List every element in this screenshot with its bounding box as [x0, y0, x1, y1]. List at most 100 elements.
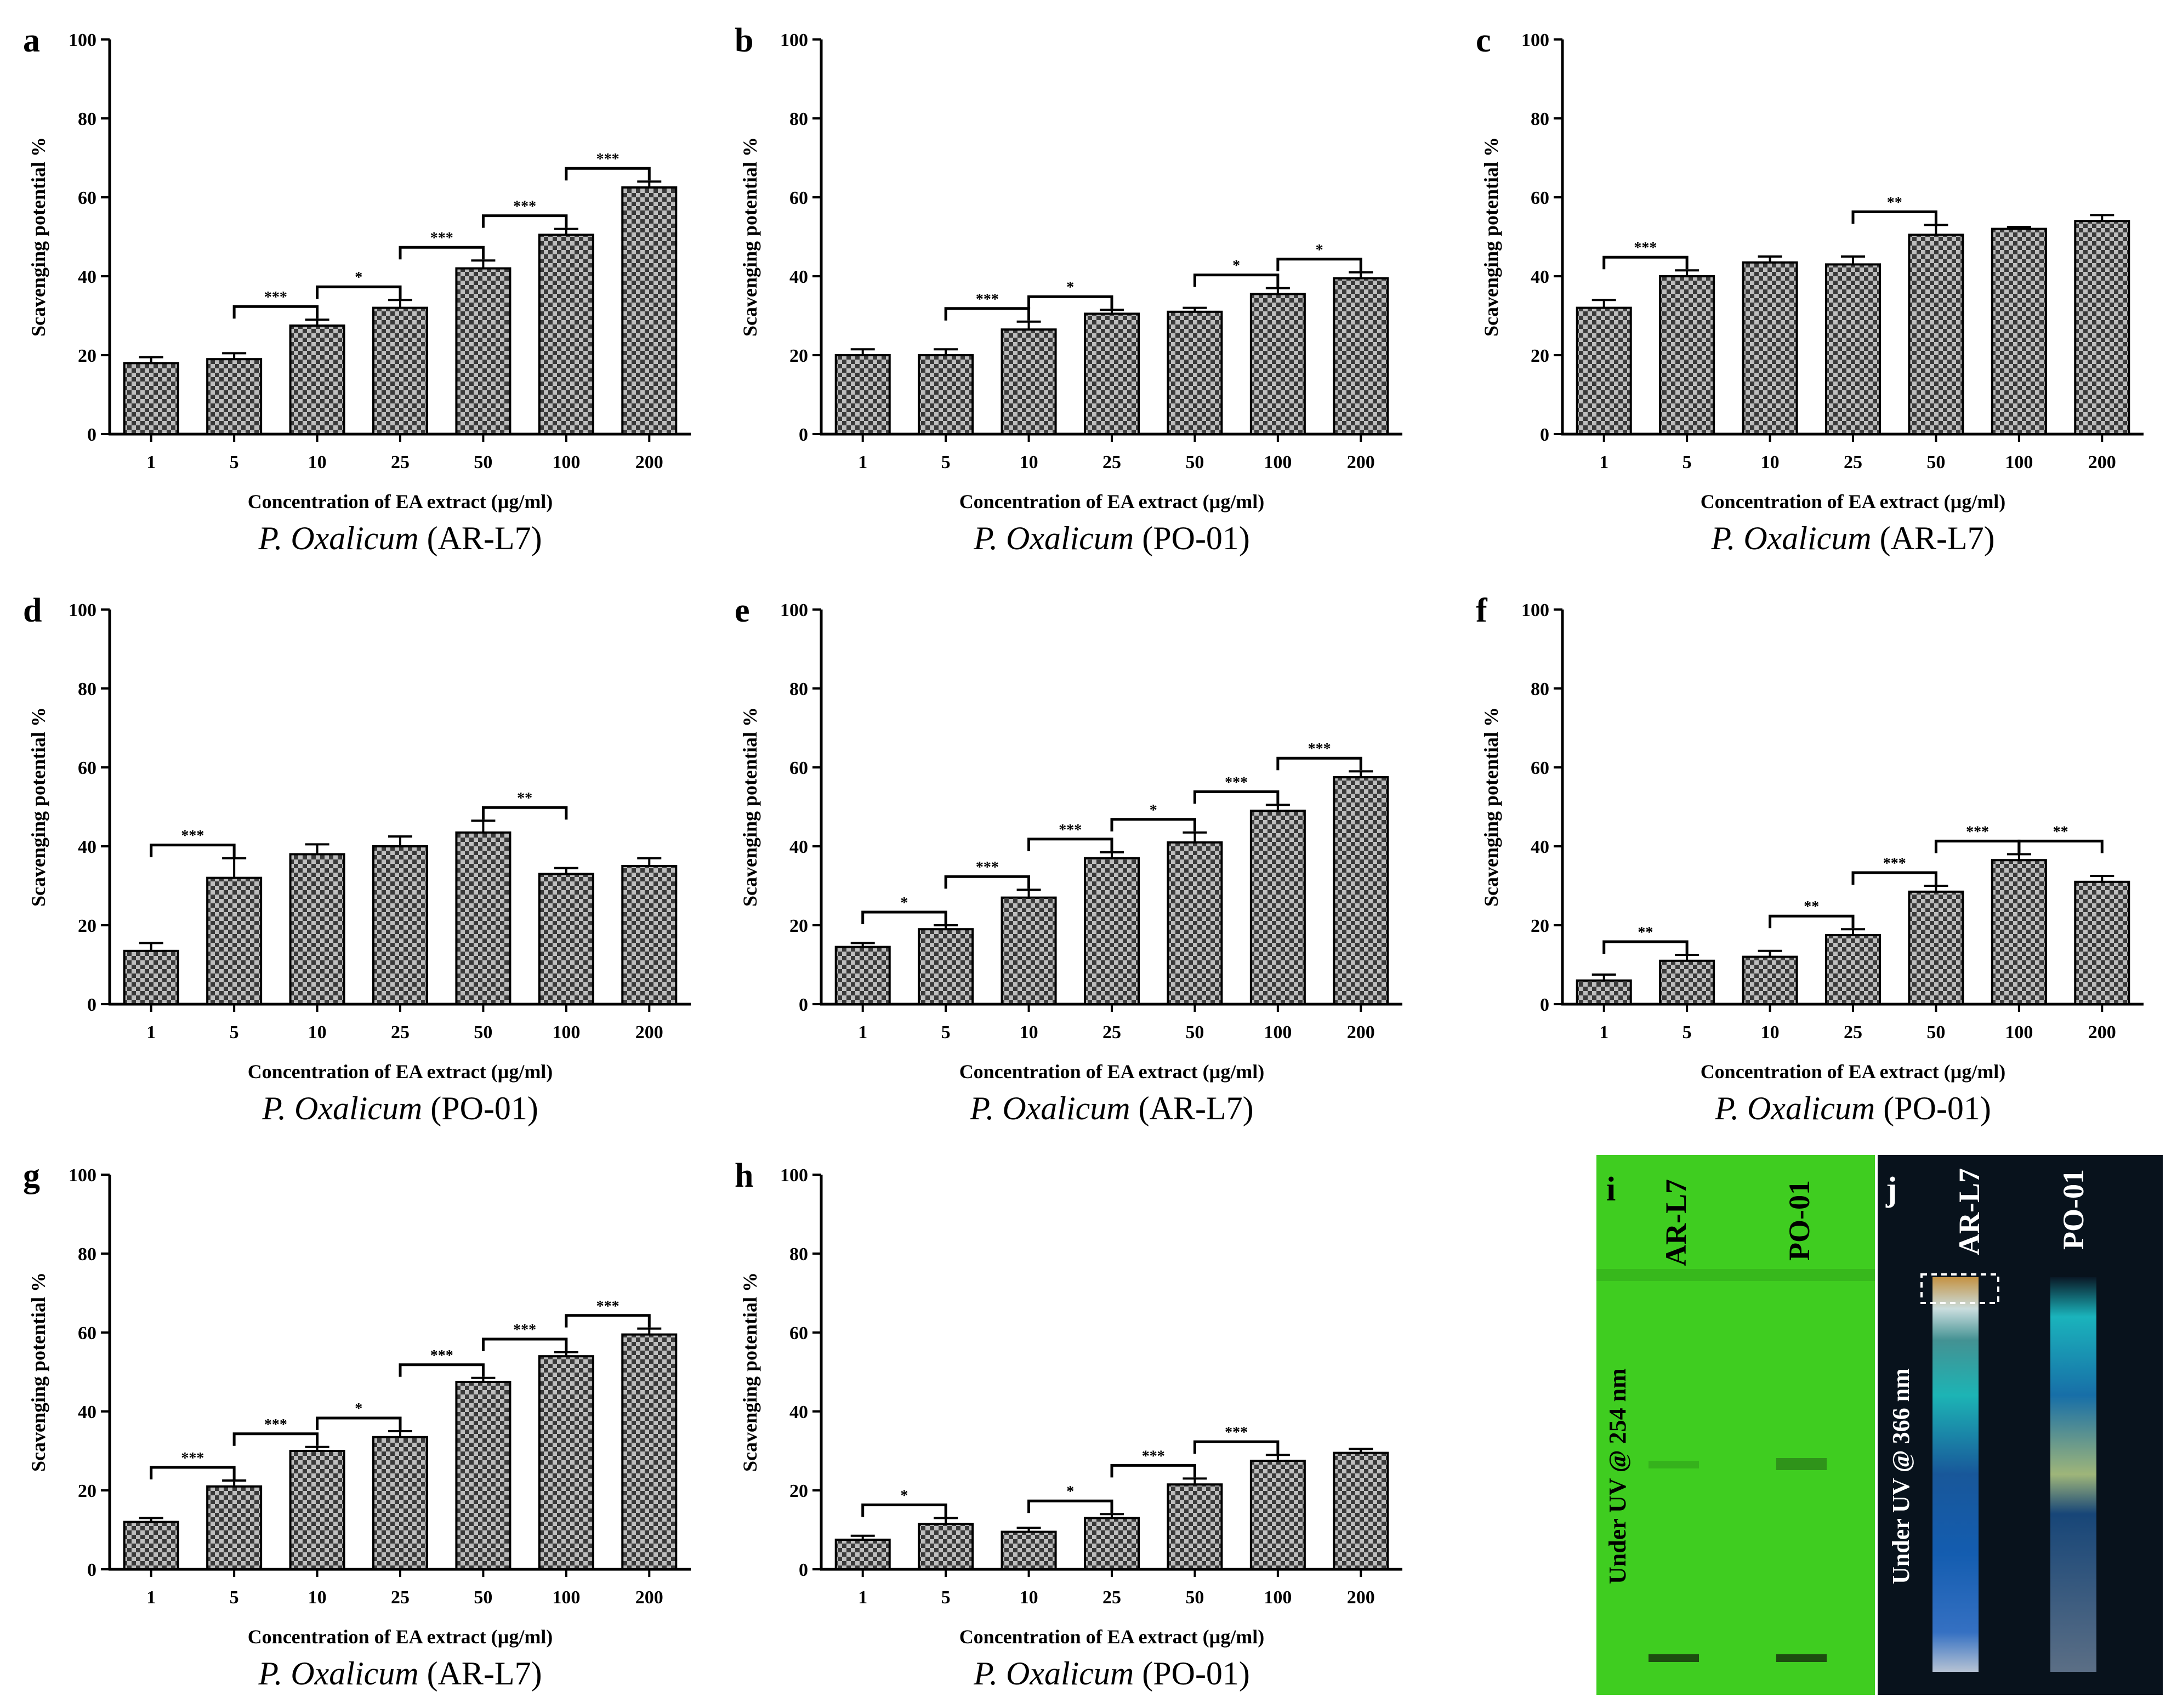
x-tick-label: 100: [552, 1022, 580, 1043]
y-tick-label: 40: [78, 1402, 96, 1422]
significance-bracket: [1851, 871, 1937, 885]
y-tick-label: 40: [1531, 267, 1549, 287]
tlc-i-letter: i: [1606, 1171, 1616, 1208]
y-tick-label: 80: [789, 109, 808, 129]
y-tick-label: 100: [780, 600, 808, 620]
significance-bracket: [944, 875, 1031, 889]
significance-label: *: [1066, 279, 1074, 296]
panel-letter: c: [1476, 22, 1491, 59]
significance-label: ***: [1225, 1424, 1248, 1441]
caption-strain: (PO-01): [1142, 1655, 1250, 1692]
x-tick-label: 25: [391, 1022, 410, 1043]
y-axis-title: Scavenging potential %: [27, 137, 49, 337]
y-axis-title: Scavenging potential %: [739, 137, 761, 337]
significance-label: *: [1066, 1483, 1074, 1500]
x-tick-label: 1: [1599, 452, 1608, 472]
y-tick-label: 80: [1531, 109, 1549, 129]
significance-bracket: [399, 246, 485, 260]
x-tick-label: 10: [1761, 1022, 1780, 1043]
significance-bracket: [1276, 258, 1362, 271]
bar: [206, 358, 263, 436]
significance-label: *: [900, 895, 908, 912]
significance-bracket: [232, 1432, 319, 1446]
panel-caption: P. Oxalicum (AR-L7): [1710, 520, 1994, 556]
significance-bracket: [399, 1363, 485, 1377]
y-tick-label: 100: [1521, 600, 1549, 620]
x-tick-label: 10: [1761, 452, 1780, 472]
x-tick-label: 200: [1347, 1587, 1375, 1608]
y-tick-label: 100: [69, 600, 96, 620]
bar: [1333, 776, 1389, 1005]
y-tick-label: 60: [78, 758, 96, 778]
significance-bracket: [2017, 839, 2104, 853]
bar: [1001, 896, 1057, 1005]
x-tick-label: 1: [146, 1022, 156, 1043]
x-tick-label: 1: [858, 452, 867, 472]
y-tick-label: 20: [789, 1481, 808, 1501]
x-tick-label: 50: [474, 452, 492, 472]
significance-label: *: [355, 269, 362, 286]
x-tick-label: 10: [308, 1587, 327, 1608]
tlc-plate-366: [1878, 1155, 2163, 1695]
significance-label: ***: [1142, 1448, 1165, 1465]
panel-caption: P. Oxalicum (AR-L7): [969, 1090, 1253, 1126]
bar: [538, 1355, 594, 1570]
y-axis-title: Scavenging potential %: [1480, 707, 1502, 907]
bar: [372, 306, 428, 435]
significance-label: *: [1232, 258, 1240, 275]
x-tick-label: 5: [1683, 1022, 1692, 1043]
x-tick-label: 25: [1102, 452, 1121, 472]
caption-species: P. Oxalicum: [258, 1655, 427, 1692]
bar: [1742, 955, 1798, 1005]
bar: [1659, 959, 1715, 1006]
y-axis-title: Scavenging potential %: [1480, 137, 1502, 337]
caption-species: P. Oxalicum: [1714, 1090, 1883, 1126]
caption-species: P. Oxalicum: [973, 520, 1142, 556]
x-tick-label: 10: [308, 1022, 327, 1043]
y-tick-label: 40: [789, 267, 808, 287]
significance-label: *: [1150, 802, 1157, 819]
tlc-i-lane2-label: PO-01: [1783, 1180, 1816, 1261]
caption-strain: (AR-L7): [1139, 1090, 1254, 1126]
significance-label: **: [1804, 898, 1819, 915]
y-tick-label: 80: [789, 679, 808, 699]
bar: [1908, 890, 1964, 1006]
caption-strain: (PO-01): [1142, 520, 1250, 556]
y-tick-label: 60: [78, 188, 96, 208]
caption-species: P. Oxalicum: [969, 1090, 1138, 1126]
panel-letter: b: [735, 22, 753, 59]
significance-label: ***: [596, 1298, 619, 1315]
tlc-plate-254: [1596, 1155, 1875, 1695]
x-tick-label: 100: [2005, 1022, 2033, 1043]
x-tick-label: 5: [941, 1022, 951, 1043]
bar: [1742, 261, 1798, 435]
bar: [123, 362, 179, 436]
x-axis-title: Concentration of EA extract (µg/ml): [248, 1061, 553, 1083]
x-tick-label: 5: [941, 1587, 951, 1608]
caption-strain: (PO-01): [1883, 1090, 1991, 1126]
significance-bracket: [1193, 790, 1280, 804]
significance-bracket: [944, 307, 1031, 321]
significance-label: ***: [976, 291, 999, 308]
bar: [918, 928, 974, 1005]
significance-label: ***: [1225, 774, 1248, 791]
significance-label: ***: [596, 151, 619, 168]
y-tick-label: 0: [87, 995, 96, 1015]
significance-bracket: [1276, 756, 1362, 771]
x-tick-label: 1: [146, 452, 156, 472]
y-tick-label: 80: [78, 1244, 96, 1265]
bar: [123, 1521, 179, 1571]
significance-bracket: [316, 1416, 402, 1430]
bar: [1001, 328, 1057, 436]
y-tick-label: 20: [78, 916, 96, 936]
significance-label: *: [355, 1400, 362, 1417]
highlight-box: [1920, 1273, 1999, 1304]
panel-letter: d: [23, 592, 42, 629]
bar: [538, 234, 594, 435]
x-tick-label: 200: [635, 1022, 663, 1043]
panel-caption: P. Oxalicum (PO-01): [262, 1090, 538, 1126]
bar: [1167, 310, 1223, 435]
